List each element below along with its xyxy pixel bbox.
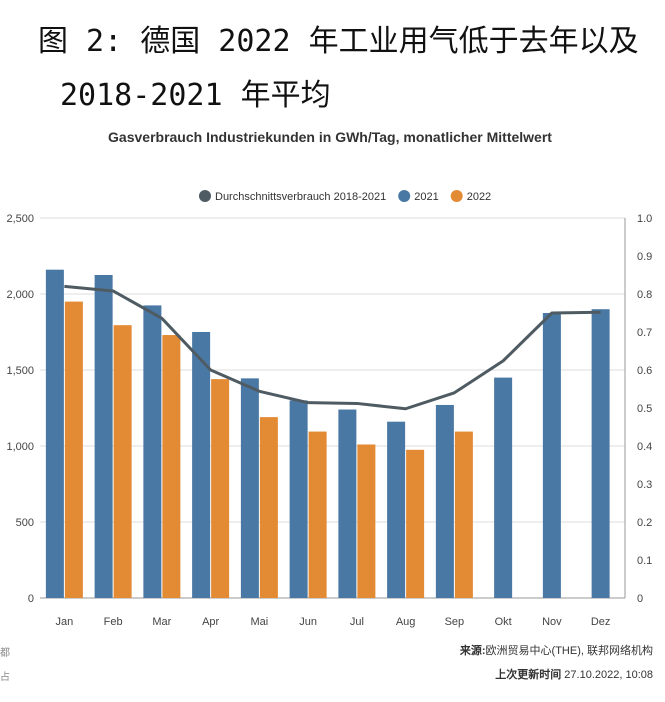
- x-tick-label: Apr: [202, 616, 219, 628]
- y-axis-labels: 0 500 1,000 1,500 2,000 2,500: [6, 213, 34, 605]
- bar-2021-Jun: [289, 400, 308, 598]
- y-tick-label: 2,500: [6, 213, 34, 225]
- chart-title: Gasverbrauch Industriekunden in GWh/Tag,…: [108, 129, 552, 145]
- y2-tick-label: 0.2: [637, 517, 652, 529]
- caption-line-2: 2018-2021 年平均: [60, 78, 331, 113]
- y-tick-label: 2,000: [6, 289, 34, 301]
- bar-2021-Nov: [542, 313, 561, 598]
- bar-2022-Mai: [259, 417, 278, 598]
- axes: [40, 218, 626, 599]
- y2-tick-label: 0.4: [637, 441, 652, 453]
- legend: Durchschnittsverbrauch 2018-2021 2021 2022: [199, 190, 491, 203]
- source-label: 来源:: [459, 645, 486, 657]
- x-tick-label: Mai: [251, 616, 269, 628]
- updated-label: 上次更新时间: [495, 669, 562, 681]
- y-tick-label: 500: [16, 517, 34, 529]
- bar-2021-Sep: [435, 404, 454, 598]
- x-tick-label: Jan: [56, 616, 74, 628]
- y2-tick-label: 0.5: [637, 403, 652, 415]
- y2-tick-label: 0.3: [637, 479, 652, 491]
- y2-tick-label: 0.1: [637, 555, 652, 567]
- source-note: 来源:欧洲贸易中心(THE), 联邦网络机构: [460, 642, 653, 658]
- bar-2022-Feb: [113, 325, 132, 598]
- average-line: [64, 284, 601, 411]
- x-tick-label: Dez: [591, 616, 611, 628]
- bar-2021-Aug: [387, 421, 406, 598]
- legend-marker: [450, 190, 463, 202]
- legend-label: 2021: [414, 191, 438, 203]
- bar-2021-Apr: [192, 332, 211, 598]
- bars: [45, 269, 610, 598]
- bar-2022-Jun: [308, 431, 327, 598]
- y-tick-label: 0: [28, 593, 34, 605]
- x-axis-labels: Jan Feb Mar Apr Mai Jun Jul Aug Sep Okt Nov Dez: [56, 616, 611, 628]
- x-tick-label: Jul: [350, 616, 364, 628]
- bar-2022-Apr: [211, 379, 230, 598]
- bar-2021-Okt: [494, 377, 513, 598]
- x-tick-label: Nov: [542, 616, 562, 628]
- bar-2022-Sep: [454, 431, 473, 598]
- x-tick-label: Okt: [495, 616, 512, 628]
- updated-text: 27.10.2022, 10:08: [564, 669, 653, 681]
- source-text: 欧洲贸易中心(THE), 联邦网络机构: [485, 645, 653, 657]
- y2-tick-label: 0.8: [637, 289, 652, 301]
- bar-2021-Jan: [45, 269, 64, 598]
- bar-2021-Dez: [591, 309, 610, 598]
- y2-tick-label: 1.0: [637, 213, 652, 225]
- y-tick-label: 1,000: [6, 441, 34, 453]
- edge-mark-2: 占: [0, 672, 10, 683]
- legend-label: Durchschnittsverbrauch 2018-2021: [215, 191, 386, 203]
- bar-2022-Jan: [64, 301, 83, 598]
- y2-tick-label: 0.6: [637, 365, 652, 377]
- bar-2022-Jul: [357, 444, 376, 598]
- updated-note: 上次更新时间 27.10.2022, 10:08: [495, 666, 653, 682]
- legend-label: 2022: [467, 191, 491, 203]
- bar-2022-Mar: [162, 335, 181, 598]
- legend-marker: [398, 190, 411, 202]
- bar-2021-Mar: [143, 305, 162, 598]
- y2-axis-labels: 0 0.1 0.2 0.3 0.4 0.5 0.6 0.7 0.8 0.9 1.0: [637, 213, 652, 605]
- x-tick-label: Jun: [299, 616, 317, 628]
- y-tick-label: 1,500: [6, 365, 34, 377]
- x-tick-label: Aug: [396, 616, 416, 628]
- y2-tick-label: 0.7: [637, 327, 652, 339]
- bar-2022-Aug: [406, 449, 425, 598]
- x-tick-label: Feb: [104, 616, 123, 628]
- legend-marker: [199, 190, 211, 202]
- y2-tick-label: 0.9: [637, 251, 652, 263]
- bar-2021-Mai: [240, 378, 259, 598]
- bar-2021-Jul: [338, 409, 357, 598]
- x-tick-label: Mar: [152, 616, 171, 628]
- y2-tick-label: 0: [637, 593, 643, 605]
- grid-lines: [40, 217, 625, 523]
- x-tick-label: Sep: [445, 616, 465, 628]
- average-line-path: [64, 284, 601, 411]
- edge-mark-1: 都: [0, 648, 10, 659]
- caption-line-1: 图 2: 德国 2022 年工业用气低于去年以及: [38, 24, 639, 59]
- bar-2021-Feb: [94, 275, 113, 598]
